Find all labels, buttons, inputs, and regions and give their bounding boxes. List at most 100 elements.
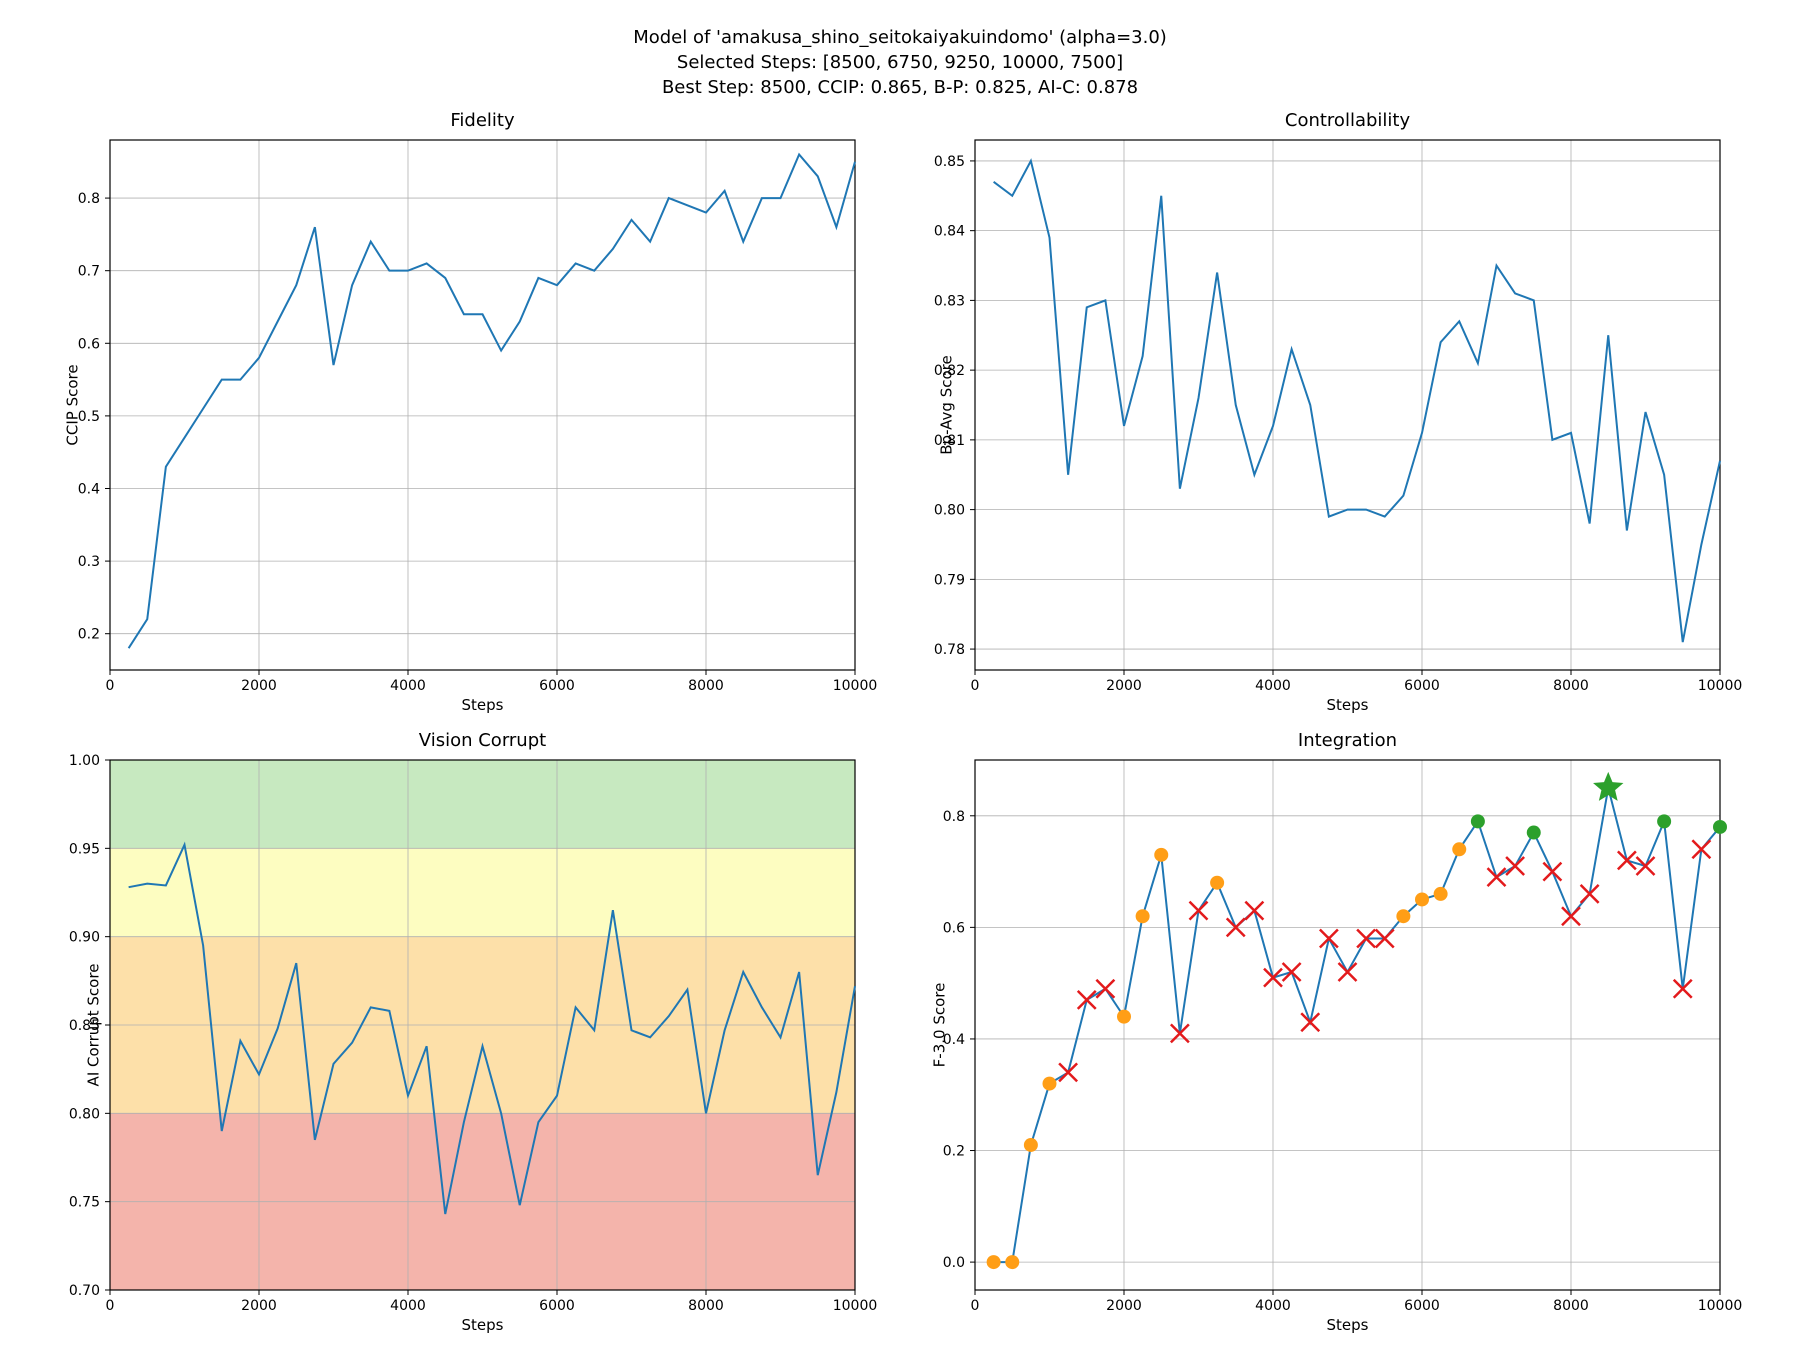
xtick-label: 8000	[1553, 678, 1589, 694]
xtick-label: 6000	[1404, 1298, 1440, 1314]
series-line	[994, 161, 1720, 642]
ytick-label: 0.6	[78, 336, 100, 352]
band	[110, 848, 855, 936]
axes-frame	[110, 140, 855, 670]
ylabel: Bp-Avg Score	[938, 355, 956, 454]
xtick-label: 10000	[833, 678, 878, 694]
ylabel: CCIP Score	[64, 364, 82, 445]
marker-x	[1488, 868, 1506, 886]
ytick-label: 0.0	[943, 1255, 965, 1271]
xtick-label: 4000	[390, 678, 426, 694]
ytick-label: 0.6	[943, 920, 965, 936]
ytick-label: 0.2	[78, 627, 100, 643]
marker-x	[1245, 902, 1263, 920]
xlabel: Steps	[110, 696, 855, 714]
plot-vision-corrupt: 02000400060008000100000.700.750.800.850.…	[110, 760, 855, 1290]
xtick-label: 10000	[833, 1298, 878, 1314]
band	[110, 760, 855, 848]
xtick-label: 8000	[1553, 1298, 1589, 1314]
panel-fidelity: Fidelity CCIP Score Steps 02000400060008…	[110, 140, 855, 670]
xtick-label: 4000	[1255, 678, 1291, 694]
marker-dot-orange	[1043, 1077, 1057, 1091]
xtick-label: 4000	[390, 1298, 426, 1314]
ytick-label: 1.00	[69, 753, 100, 769]
marker-dot-orange	[1452, 842, 1466, 856]
panel-controllability: Controllability Bp-Avg Score Steps 02000…	[975, 140, 1720, 670]
ytick-label: 0.2	[943, 1144, 965, 1160]
xtick-label: 6000	[1404, 678, 1440, 694]
marker-x	[1543, 863, 1561, 881]
panel-title: Vision Corrupt	[110, 730, 855, 751]
series-line	[994, 788, 1720, 1262]
marker-x	[1637, 857, 1655, 875]
suptitle-line3: Best Step: 8500, CCIP: 0.865, B-P: 0.825…	[0, 75, 1800, 100]
xtick-label: 6000	[539, 678, 575, 694]
marker-dot-orange	[1210, 876, 1224, 890]
xtick-label: 0	[106, 678, 115, 694]
ytick-label: 0.8	[78, 191, 100, 207]
xtick-label: 4000	[1255, 1298, 1291, 1314]
plot-fidelity: 02000400060008000100000.20.30.40.50.60.7…	[110, 140, 855, 670]
panel-integration: Integration F-3.0 Score Steps 0200040006…	[975, 760, 1720, 1290]
ytick-label: 0.78	[934, 642, 965, 658]
ytick-label: 0.80	[934, 503, 965, 519]
ytick-label: 0.85	[934, 154, 965, 170]
marker-dot-green	[1713, 820, 1727, 834]
ytick-label: 0.90	[69, 930, 100, 946]
ytick-label: 0.83	[934, 293, 965, 309]
series-line	[129, 155, 855, 649]
xtick-label: 2000	[1106, 1298, 1142, 1314]
xtick-label: 8000	[688, 678, 724, 694]
marker-dot-green	[1527, 826, 1541, 840]
marker-dot-orange	[1136, 909, 1150, 923]
marker-x	[1339, 963, 1357, 981]
ylabel: F-3.0 Score	[930, 983, 948, 1068]
ytick-label: 0.75	[69, 1195, 100, 1211]
ytick-label: 0.70	[69, 1283, 100, 1299]
marker-dot-green	[1471, 814, 1485, 828]
marker-dot-orange	[1154, 848, 1168, 862]
xtick-label: 6000	[539, 1298, 575, 1314]
marker-x	[1096, 980, 1114, 998]
marker-dot-orange	[1415, 892, 1429, 906]
marker-x	[1618, 851, 1636, 869]
ytick-label: 0.4	[78, 481, 100, 497]
panel-title: Controllability	[975, 110, 1720, 131]
marker-x	[1078, 991, 1096, 1009]
xlabel: Steps	[975, 696, 1720, 714]
marker-x	[1506, 857, 1524, 875]
marker-star	[1593, 772, 1623, 801]
ytick-label: 0.8	[943, 809, 965, 825]
marker-dot-orange	[1024, 1138, 1038, 1152]
plot-controllability: 02000400060008000100000.780.790.800.810.…	[975, 140, 1720, 670]
grid	[975, 760, 1720, 1290]
marker-x	[1320, 930, 1338, 948]
xlabel: Steps	[110, 1316, 855, 1334]
ytick-label: 0.3	[78, 554, 100, 570]
marker-dot-orange	[987, 1255, 1001, 1269]
grid	[110, 140, 855, 670]
panel-title: Fidelity	[110, 110, 855, 131]
panel-title: Integration	[975, 730, 1720, 751]
marker-dot-green	[1657, 814, 1671, 828]
marker-x	[1581, 885, 1599, 903]
xtick-label: 2000	[1106, 678, 1142, 694]
xtick-label: 0	[106, 1298, 115, 1314]
ytick-label: 0.80	[69, 1106, 100, 1122]
ytick-label: 0.7	[78, 264, 100, 280]
ylabel: AI Corrupt Score	[84, 964, 102, 1087]
xtick-label: 8000	[688, 1298, 724, 1314]
xtick-label: 2000	[241, 1298, 277, 1314]
panel-vision-corrupt: Vision Corrupt AI Corrupt Score Steps 02…	[110, 760, 855, 1290]
ytick-label: 0.95	[69, 841, 100, 857]
marker-x	[1283, 963, 1301, 981]
figure: Model of 'amakusa_shino_seitokaiyakuindo…	[0, 0, 1800, 1350]
marker-x	[1301, 1013, 1319, 1031]
marker-dot-orange	[1117, 1010, 1131, 1024]
suptitle-line1: Model of 'amakusa_shino_seitokaiyakuindo…	[0, 25, 1800, 50]
xtick-label: 0	[971, 1298, 980, 1314]
marker-dot-orange	[1434, 887, 1448, 901]
xtick-label: 10000	[1698, 678, 1743, 694]
grid	[975, 140, 1720, 670]
marker-x	[1059, 1063, 1077, 1081]
